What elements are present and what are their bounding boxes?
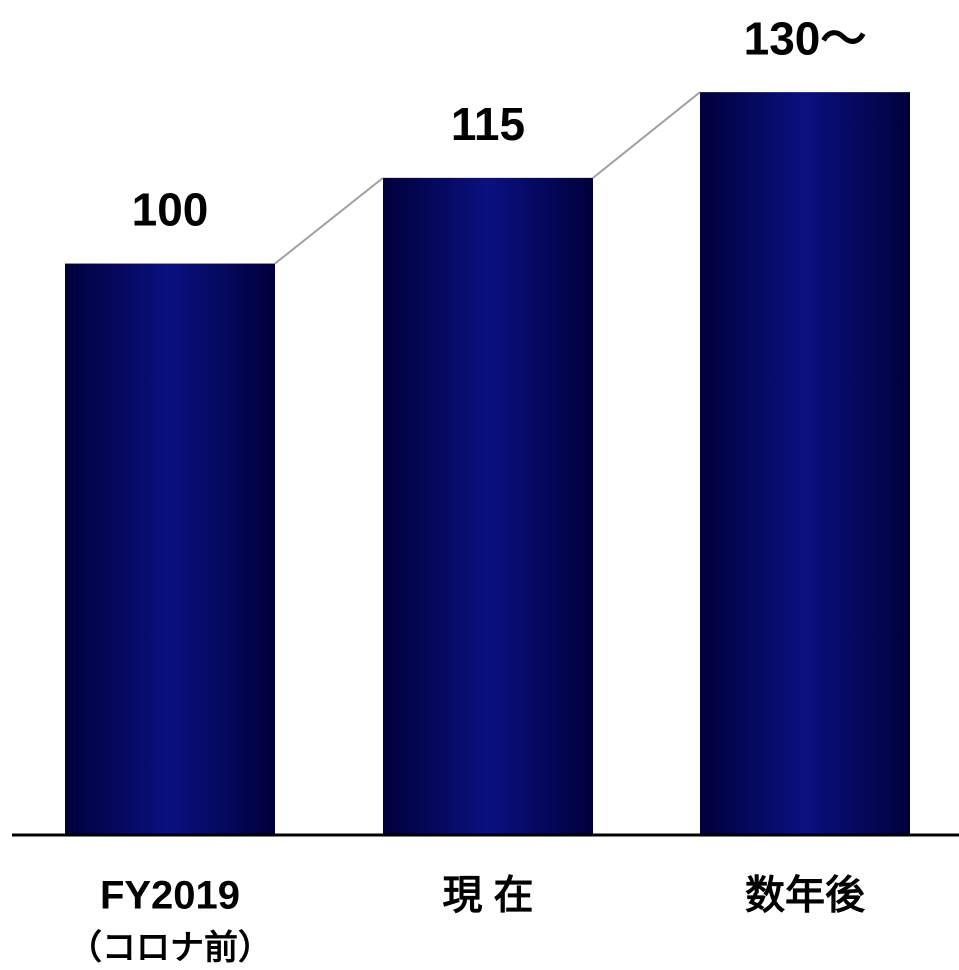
x-tick-label: FY2019 <box>100 874 240 918</box>
value-label: 100 <box>132 184 209 236</box>
value-label: 115 <box>451 98 525 150</box>
connector <box>592 91 701 179</box>
bar <box>65 263 275 836</box>
bar <box>700 92 910 835</box>
connector <box>274 177 384 265</box>
value-label: 130〜 <box>744 12 867 64</box>
bar <box>383 177 593 835</box>
x-tick-label: 数年後 <box>745 874 866 918</box>
category-note: （コロナ前） <box>68 928 272 967</box>
x-tick-label: 現 在 <box>442 874 533 918</box>
